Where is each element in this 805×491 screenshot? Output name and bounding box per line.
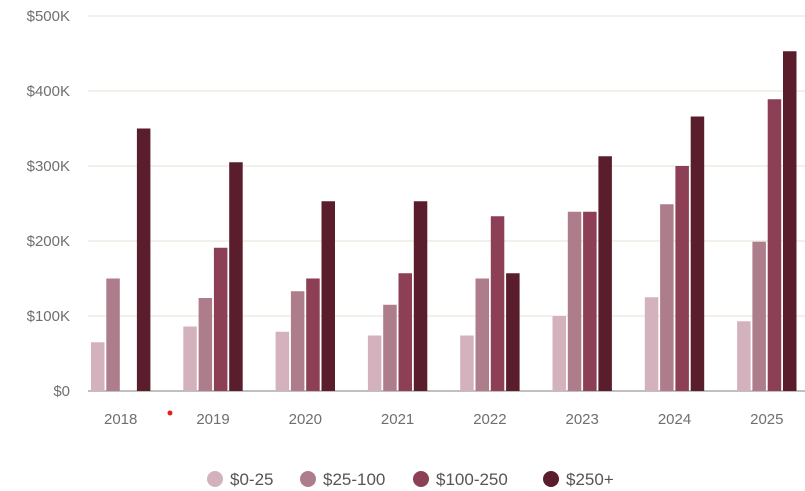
bar bbox=[290, 291, 305, 391]
bar bbox=[198, 298, 213, 391]
bar bbox=[306, 278, 320, 391]
bar bbox=[552, 316, 566, 391]
legend-label: $250+ bbox=[566, 470, 614, 489]
y-tick-label: $300K bbox=[27, 158, 70, 175]
bar bbox=[737, 321, 751, 391]
legend-label: $0-25 bbox=[230, 470, 273, 489]
bar bbox=[752, 241, 766, 391]
x-tick-label: 2023 bbox=[566, 411, 599, 428]
bar bbox=[367, 335, 382, 391]
bar bbox=[583, 211, 597, 391]
red-dot-marker bbox=[167, 410, 173, 416]
bar bbox=[767, 99, 782, 391]
x-tick-label: 2022 bbox=[473, 411, 506, 428]
y-tick-label: $100K bbox=[27, 308, 70, 325]
legend-label: $25-100 bbox=[323, 470, 385, 489]
bar bbox=[213, 247, 228, 391]
x-tick-label: 2019 bbox=[196, 411, 229, 428]
legend-swatch bbox=[413, 471, 429, 487]
bars bbox=[91, 51, 797, 391]
x-tick-label: 2021 bbox=[381, 411, 414, 428]
bar bbox=[136, 128, 151, 391]
x-tick-label: 2024 bbox=[658, 411, 691, 428]
legend-label: $100-250 bbox=[436, 470, 508, 489]
legend-swatch bbox=[543, 471, 559, 487]
bar bbox=[106, 278, 120, 391]
bar bbox=[675, 166, 689, 391]
bar bbox=[475, 278, 489, 391]
legend-item: $100-250 bbox=[413, 470, 508, 489]
x-tick-label: 2025 bbox=[750, 411, 783, 428]
bar bbox=[783, 51, 797, 391]
y-tick-label: $0 bbox=[53, 383, 70, 400]
bar bbox=[690, 116, 705, 391]
bar bbox=[660, 204, 674, 391]
legend: $0-25 $25-100 $100-250 $250+ bbox=[207, 470, 614, 489]
legend-item: $250+ bbox=[543, 470, 614, 489]
bar bbox=[383, 304, 397, 391]
bar bbox=[506, 273, 520, 391]
bar bbox=[91, 342, 105, 391]
y-tick-label: $500K bbox=[27, 8, 70, 25]
bar bbox=[567, 211, 582, 391]
bar bbox=[644, 297, 659, 391]
legend-swatch bbox=[300, 471, 316, 487]
bar bbox=[598, 156, 612, 391]
y-axis-ticks: $0 $100K $200K $300K $400K $500K bbox=[27, 8, 70, 400]
y-tick-label: $200K bbox=[27, 233, 70, 250]
legend-item: $25-100 bbox=[300, 470, 385, 489]
bar bbox=[183, 326, 197, 391]
bar bbox=[275, 331, 290, 391]
bar bbox=[321, 201, 335, 391]
y-tick-label: $400K bbox=[27, 83, 70, 100]
legend-swatch bbox=[207, 471, 223, 487]
bar bbox=[229, 162, 243, 391]
bar bbox=[413, 201, 428, 391]
legend-item: $0-25 bbox=[207, 470, 273, 489]
x-tick-label: 2018 bbox=[104, 411, 137, 428]
bar bbox=[460, 335, 474, 391]
x-axis-ticks: 2018 2019 2020 2021 2022 2023 2024 2025 bbox=[104, 411, 783, 428]
x-tick-label: 2020 bbox=[289, 411, 322, 428]
bar bbox=[490, 216, 505, 391]
bar bbox=[398, 273, 412, 391]
